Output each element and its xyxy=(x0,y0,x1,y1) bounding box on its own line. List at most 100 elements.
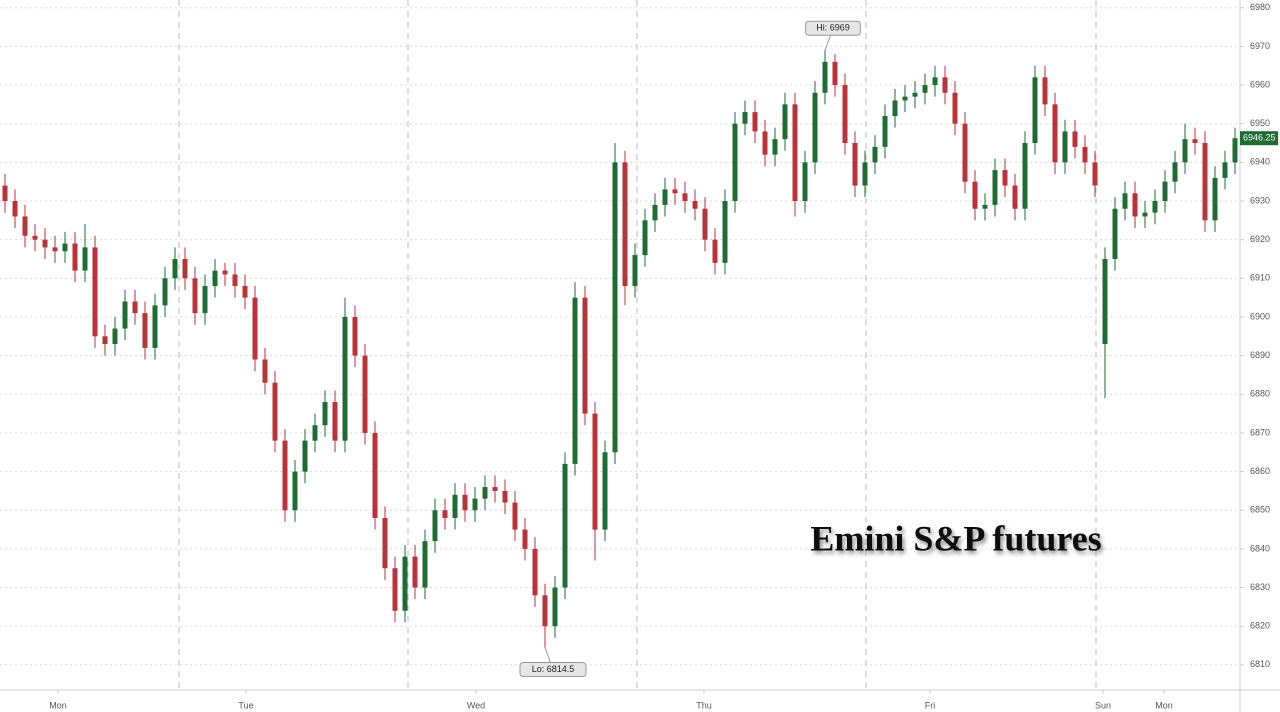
candle-body xyxy=(232,274,238,287)
candle-body xyxy=(752,112,758,132)
candle-body xyxy=(352,316,358,356)
candle-body xyxy=(992,170,998,205)
candle-body xyxy=(242,286,248,298)
candle-body xyxy=(722,201,728,263)
candle-body xyxy=(422,541,428,588)
candle-body xyxy=(932,77,938,86)
candle-body xyxy=(782,104,788,140)
candle-body xyxy=(282,440,288,511)
candle-body xyxy=(122,301,128,329)
candle-body xyxy=(532,548,538,596)
annotation-label: Hi: 6969 xyxy=(816,23,850,33)
candle-body xyxy=(1202,143,1208,221)
x-tick-label: Sun xyxy=(1095,700,1111,710)
y-tick-label: 6910 xyxy=(1250,273,1270,283)
candle-body xyxy=(1022,143,1028,209)
candle-body xyxy=(1092,162,1098,186)
candle-body xyxy=(1012,185,1018,209)
candle-body xyxy=(1102,258,1108,345)
candle-body xyxy=(1062,131,1068,163)
candle-body xyxy=(312,425,318,441)
candle-body xyxy=(642,220,648,256)
candle-body xyxy=(652,204,658,221)
candle-body xyxy=(982,204,988,209)
candle-body xyxy=(942,77,948,93)
x-tick-label: Thu xyxy=(696,700,712,710)
candle-body xyxy=(1052,104,1058,163)
candle-body xyxy=(822,61,828,93)
candle-body xyxy=(482,487,488,499)
candle-body xyxy=(622,162,628,287)
candle-body xyxy=(92,247,98,337)
candle-body xyxy=(12,201,18,217)
candle-body xyxy=(762,131,768,155)
candle-body xyxy=(1182,139,1188,163)
candle-body xyxy=(2,185,8,202)
y-tick-label: 6920 xyxy=(1250,234,1270,244)
y-tick-label: 6940 xyxy=(1250,157,1270,167)
candle-body xyxy=(502,490,508,503)
candle-body xyxy=(1162,181,1168,202)
candle-body xyxy=(1082,146,1088,163)
candle-body xyxy=(962,123,968,182)
annotation-box xyxy=(805,20,861,36)
x-tick-label: Fri xyxy=(925,700,936,710)
candle-body xyxy=(672,189,678,194)
candle-body xyxy=(372,432,378,518)
candle-body xyxy=(1072,131,1078,147)
y-tick-label: 6950 xyxy=(1250,118,1270,128)
candle-body xyxy=(1002,170,1008,186)
candle-body xyxy=(102,336,108,345)
candle-body xyxy=(892,100,898,116)
candle-body xyxy=(552,587,558,627)
candle-body xyxy=(402,556,408,611)
candle-body xyxy=(332,402,338,441)
candle-body xyxy=(612,162,618,453)
candle-body xyxy=(702,208,708,240)
candle-body xyxy=(322,402,328,426)
candle-body xyxy=(1122,193,1128,209)
candle-body xyxy=(792,104,798,202)
candle-body xyxy=(162,278,168,306)
candle-body xyxy=(1212,177,1218,221)
candle-body xyxy=(152,305,158,348)
y-tick-label: 6820 xyxy=(1250,621,1270,631)
candle-body xyxy=(832,61,838,86)
candle-body xyxy=(32,235,38,240)
candle-body xyxy=(952,92,958,124)
candle-body xyxy=(572,297,578,464)
candle-body xyxy=(342,316,348,441)
candle-body xyxy=(812,92,818,163)
candle-body xyxy=(632,255,638,287)
candle-body xyxy=(882,115,888,147)
candle-body xyxy=(592,413,598,530)
candle-body xyxy=(42,239,48,248)
y-tick-label: 6890 xyxy=(1250,350,1270,360)
candle-body xyxy=(432,510,438,542)
candle-body xyxy=(1032,77,1038,144)
y-tick-label: 6970 xyxy=(1250,41,1270,51)
y-tick-label: 6860 xyxy=(1250,466,1270,476)
candle-body xyxy=(212,270,218,287)
session-breaks xyxy=(178,0,1097,690)
candle-body xyxy=(862,162,868,186)
candle-body xyxy=(1232,138,1238,163)
candle-body xyxy=(602,452,608,530)
candle-body xyxy=(872,146,878,163)
candle-body xyxy=(712,239,718,263)
candle-body xyxy=(442,510,448,518)
candle-body xyxy=(802,162,808,202)
candle-body xyxy=(852,143,858,186)
candle-body xyxy=(142,313,148,348)
y-tick-label: 6900 xyxy=(1250,311,1270,321)
candle-body xyxy=(22,216,28,236)
candles xyxy=(2,50,1238,648)
candle-body xyxy=(392,568,398,611)
candle-body xyxy=(662,189,668,205)
candle-body xyxy=(302,440,308,472)
y-tick-label: 6960 xyxy=(1250,79,1270,89)
candle-body xyxy=(112,328,118,345)
y-tick-label: 6980 xyxy=(1250,2,1270,12)
candle-body xyxy=(462,494,468,511)
candle-body xyxy=(512,502,518,530)
